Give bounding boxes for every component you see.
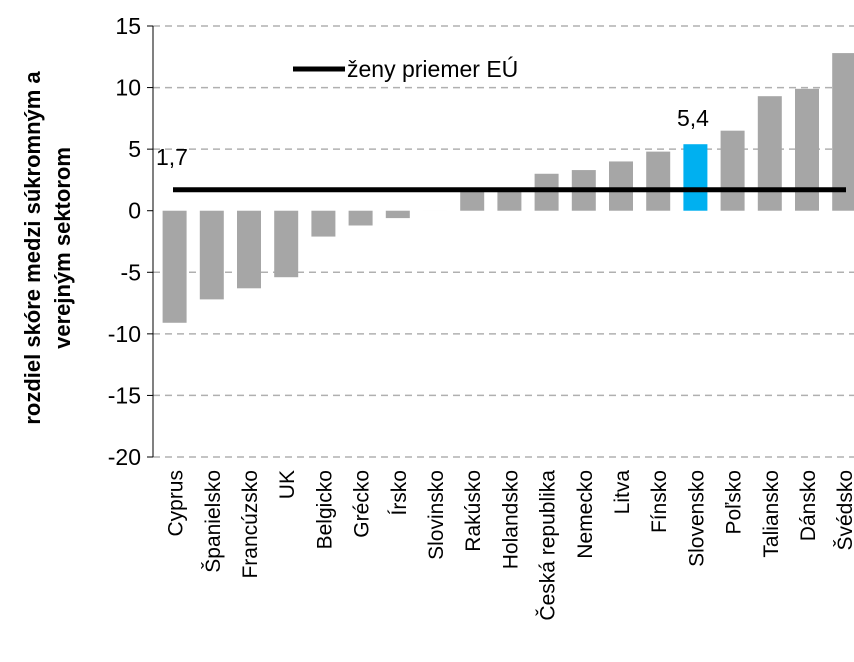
y-axis-ticks: 15 10 5 0 -5 -10 -15 -20 <box>108 13 153 470</box>
x-tick-label: UK <box>276 470 299 499</box>
x-tick-label: Grécko <box>351 470 374 538</box>
bar <box>162 210 187 323</box>
x-tick-label: Švédsko <box>834 470 854 551</box>
bar <box>385 210 410 219</box>
x-tick-label: Slovensko <box>685 470 708 567</box>
y-tick-label: 5 <box>128 136 141 162</box>
x-tick-label: Česká republika <box>537 470 560 621</box>
x-axis-labels: Cyprus Španielsko Francúzsko UK Belgicko Gréc… <box>165 470 854 621</box>
y-tick-label: 15 <box>115 13 141 39</box>
y-tick-label: -20 <box>108 444 141 470</box>
y-axis-title-line-1: rozdiel skóre medzi súkromným a <box>20 71 45 425</box>
y-tick-label: 0 <box>128 198 141 224</box>
reference-value-label: 1,7 <box>156 144 188 170</box>
y-axis-title-line-2: verejným sektorom <box>50 147 75 349</box>
x-tick-label: Fínsko <box>648 470 671 533</box>
x-tick-label: Nemecko <box>574 470 597 559</box>
bar <box>720 130 745 211</box>
bar-highlight <box>683 144 708 211</box>
x-tick-label: Španielsko <box>202 470 225 573</box>
x-tick-label: Írsko <box>388 470 411 516</box>
gridlines <box>153 25 854 458</box>
bar <box>832 53 854 211</box>
x-tick-label: Litva <box>611 470 634 515</box>
y-tick-label: -10 <box>108 321 141 347</box>
highlight-value-label: 5,4 <box>677 105 709 131</box>
bar <box>757 96 782 211</box>
bar <box>609 161 633 211</box>
y-tick-label: -15 <box>108 382 141 408</box>
bar <box>311 210 336 237</box>
x-tick-label: Poľsko <box>723 470 746 535</box>
x-tick-label: Slovinsko <box>425 470 448 560</box>
x-tick-label: Cyprus <box>165 470 188 537</box>
bar <box>348 210 373 226</box>
x-tick-label: Belgicko <box>313 470 336 549</box>
bar <box>199 210 224 300</box>
bar <box>460 191 485 211</box>
x-tick-label: Rakúsko <box>462 470 485 552</box>
x-tick-label: Holandsko <box>499 470 522 569</box>
y-axis-title: rozdiel skóre medzi súkromným a verejným… <box>20 71 75 425</box>
bar <box>497 191 522 211</box>
bar <box>646 151 671 211</box>
bar <box>237 210 261 289</box>
y-tick-label: 10 <box>115 75 141 101</box>
x-tick-label: Dánsko <box>797 470 820 541</box>
bar <box>795 88 819 211</box>
legend-label: ženy priemer EÚ <box>347 56 518 82</box>
y-tick-label: -5 <box>121 259 141 285</box>
bar <box>274 210 299 278</box>
x-tick-label: Taliansko <box>760 470 783 558</box>
x-tick-label: Francúzsko <box>239 470 262 579</box>
